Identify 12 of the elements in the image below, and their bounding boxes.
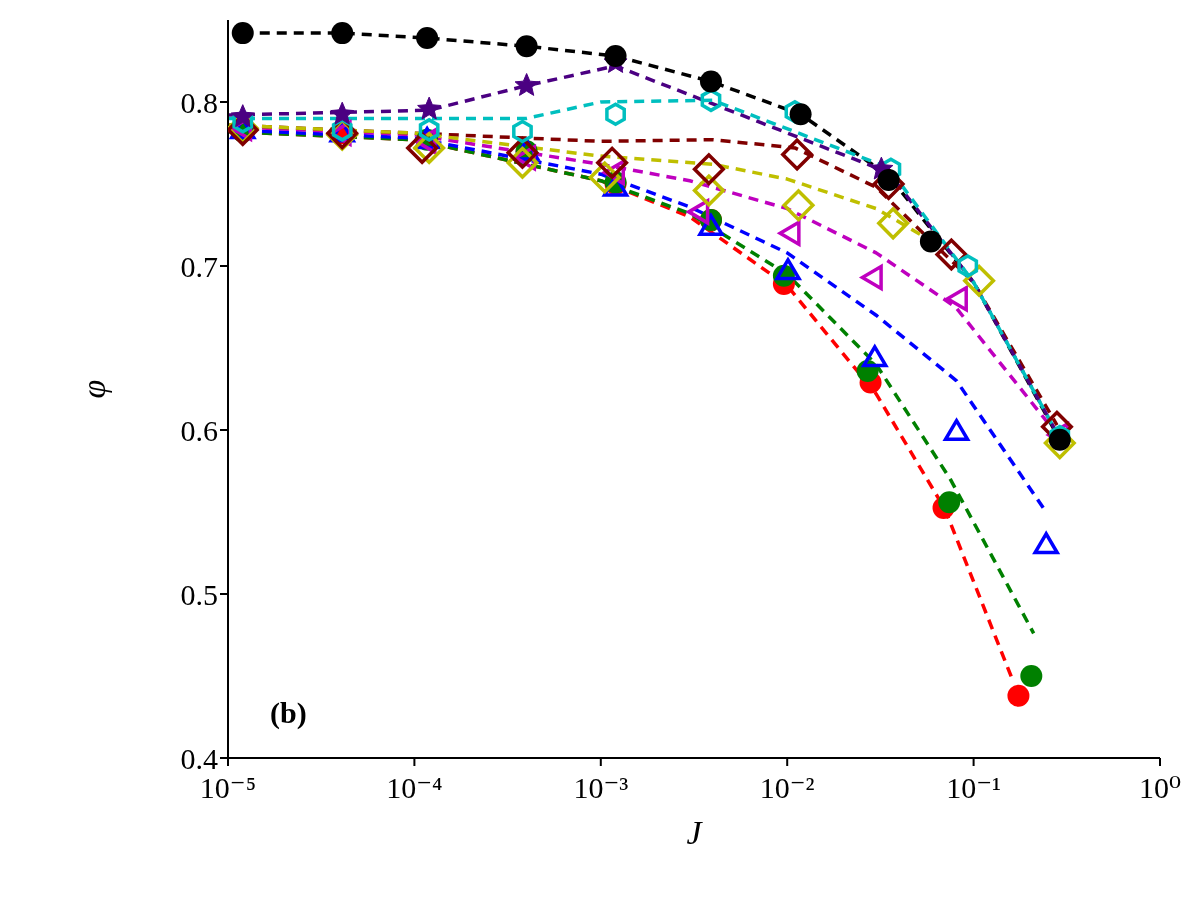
x-tick-label: 10⁻¹	[946, 771, 1002, 804]
y-axis-title: φ	[75, 379, 113, 399]
y-tick-label: 0.7	[180, 249, 218, 283]
x-tick-label: 10⁰	[1138, 771, 1182, 804]
y-tick-label: 0.8	[180, 85, 218, 119]
x-tick-label: 10⁻²	[759, 771, 815, 804]
x-tick-label: 10⁻³	[573, 771, 629, 804]
annotation: (b)	[270, 696, 307, 730]
y-tick-label: 0.5	[180, 577, 218, 611]
x-tick-label: 10⁻⁴	[386, 771, 443, 804]
y-tick-label: 0.6	[180, 413, 218, 447]
x-axis-title: J	[686, 814, 704, 852]
